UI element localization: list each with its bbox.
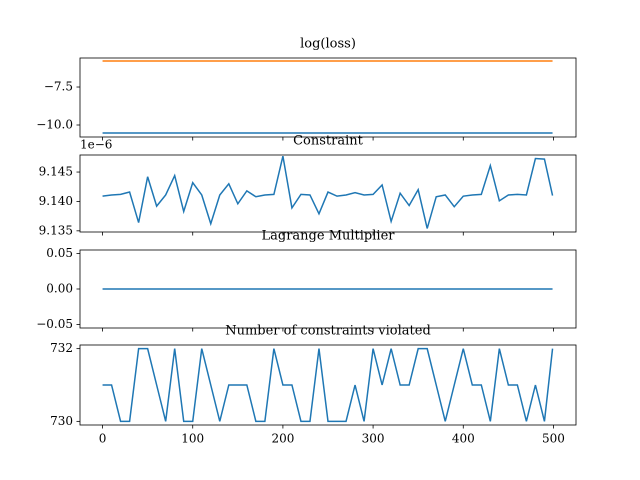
x-tick-label: 300 <box>362 432 385 446</box>
y-tick-label: 732 <box>50 341 73 355</box>
y-tick-label: −7.5 <box>44 80 73 94</box>
axes-frame <box>79 344 577 426</box>
line-series <box>102 347 554 423</box>
axes-title: Lagrange Multiplier <box>262 229 396 244</box>
line-series <box>102 156 554 229</box>
axes-frame <box>79 154 577 233</box>
y-tick-label: 730 <box>50 414 73 428</box>
y-tick-label: 0.00 <box>46 282 73 296</box>
y-tick-label: −0.05 <box>36 317 73 331</box>
x-tick-label: 500 <box>542 432 565 446</box>
y-tick-label: 9.135 <box>39 223 73 237</box>
x-tick-label: 200 <box>271 432 294 446</box>
offset-text: 1e−6 <box>80 138 112 152</box>
axes-title: log(loss) <box>300 37 356 52</box>
axes-title: Number of constraints violated <box>225 324 431 339</box>
x-tick-label: 100 <box>181 432 204 446</box>
axes-title: Constraint <box>293 134 364 149</box>
y-tick-label: 0.05 <box>46 246 73 260</box>
y-tick-label: 9.145 <box>39 165 73 179</box>
y-tick-label: −10.0 <box>36 117 73 131</box>
x-tick-label: 400 <box>452 432 475 446</box>
x-tick-label: 0 <box>99 432 107 446</box>
axes-frame <box>79 57 577 138</box>
y-tick-label: 9.140 <box>39 194 73 208</box>
